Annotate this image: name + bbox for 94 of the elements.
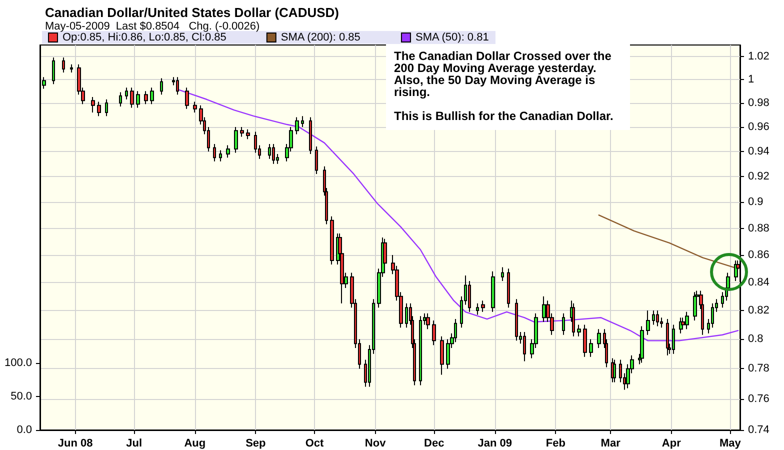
x-tick-label: Jul	[126, 438, 142, 450]
annotation: The Canadian Dollar Crossed over the 200 Day Moving Average yesterday. Also, the 50 Day Moving Average is rising. This is Bullish for the Canadian Dollar.	[394, 49, 615, 123]
candlestick	[70, 64, 73, 73]
legend-label: SMA (50): 0.81	[415, 32, 489, 44]
candlestick	[583, 324, 587, 358]
x-tick-label: Apr	[662, 438, 682, 450]
candlestick	[589, 338, 593, 358]
candlestick	[613, 359, 616, 383]
candlestick	[419, 316, 422, 386]
candlestick	[136, 90, 140, 108]
candlestick	[91, 96, 95, 113]
candlestick	[52, 57, 55, 85]
candlestick	[150, 87, 154, 105]
chart-subtitle: May-05-2009 Last $0.8504 Chg. (-0.0026)	[45, 20, 260, 32]
y-tick-label: 0.76	[748, 392, 770, 405]
y-tick-label: 1	[748, 73, 754, 86]
candlestick	[219, 150, 222, 162]
candlestick	[577, 324, 581, 337]
y-tick-label: 1.02	[748, 50, 770, 62]
candlestick	[476, 302, 479, 316]
y-tick-label: 0.94	[748, 145, 770, 158]
x-tick-label: Nov	[364, 438, 387, 450]
y2-tick-label: 50.0	[10, 390, 32, 403]
candlestick	[62, 57, 65, 73]
candlestick	[440, 336, 444, 376]
y-tick-label: 0.74	[748, 424, 770, 436]
y-tick-label: 0.98	[748, 96, 770, 109]
candlestick	[330, 216, 334, 266]
candlestick	[234, 126, 238, 154]
x-tick-label: Sep	[246, 438, 266, 450]
candlestick	[301, 116, 304, 128]
candlestick	[693, 292, 697, 321]
candlestick	[160, 78, 163, 96]
candlestick	[646, 310, 650, 336]
candlestick	[246, 128, 250, 140]
y-tick-label: 0.9	[748, 196, 764, 208]
y-tick-label: 0.8	[748, 333, 764, 346]
candlestick	[405, 302, 408, 328]
candlestick	[295, 116, 299, 135]
candlestick	[597, 328, 601, 348]
candlestick	[721, 292, 724, 308]
candlestick	[542, 296, 546, 322]
legend-label: Op:0.85, Hi:0.86, Lo:0.85, Cl:0.85	[62, 32, 226, 44]
candlestick	[226, 144, 230, 158]
candlestick	[656, 310, 659, 327]
x-tick-label: Feb	[546, 438, 566, 450]
x-tick-label: May	[719, 438, 742, 450]
y-tick-label: 0.82	[748, 304, 770, 316]
candlestick	[666, 318, 669, 356]
candlestick	[640, 326, 644, 364]
y-tick-label: 0.84	[748, 276, 770, 288]
candlestick	[240, 126, 244, 138]
x-tick-label: Dec	[424, 438, 444, 450]
candlestick	[523, 331, 526, 362]
candlestick	[193, 101, 197, 113]
candlestick	[315, 146, 318, 174]
candlestick	[432, 320, 436, 346]
candlestick	[144, 90, 148, 105]
candlestick	[105, 98, 108, 117]
y-tick-label: 0.96	[748, 120, 770, 133]
candlestick	[685, 311, 689, 330]
candlestick	[481, 300, 485, 312]
candlestick	[652, 310, 655, 326]
x-tick-label: Aug	[184, 438, 206, 450]
x-tick-label: Jun 08	[58, 438, 93, 450]
candlestick	[185, 87, 189, 110]
candlestick	[672, 324, 675, 354]
x-tick-label: Jan 09	[478, 438, 512, 450]
candlestick	[119, 92, 122, 108]
legend-label: SMA (200): 0.85	[280, 32, 360, 44]
candlestick	[515, 298, 518, 342]
x-tick-label: Mar	[600, 438, 622, 450]
line-series	[178, 89, 739, 342]
y-tick-label: 0.86	[748, 249, 770, 262]
candlestick	[426, 312, 430, 330]
y2-tick-label: 0.0	[16, 424, 32, 436]
y2-tick-label: 100.0	[4, 357, 32, 370]
candlestick	[491, 270, 495, 312]
candlestick	[213, 144, 216, 162]
candlestick	[507, 268, 510, 308]
candlestick	[130, 87, 134, 108]
candlestick	[501, 266, 504, 282]
candlestick	[272, 144, 275, 164]
x-tick-label: Oct	[305, 438, 324, 450]
y-tick-label: 0.92	[748, 170, 770, 182]
candlestick	[309, 116, 312, 154]
candlestick	[125, 87, 128, 100]
candlestick	[562, 312, 565, 336]
candlestick	[572, 302, 575, 337]
y-tick-label: 0.88	[748, 222, 770, 234]
y-tick-label: 0.78	[748, 362, 770, 375]
candlestick	[97, 101, 101, 117]
chart-title: Canadian Dollar/United States Dollar (CADUSD)	[45, 5, 339, 20]
candlestick	[176, 76, 179, 96]
